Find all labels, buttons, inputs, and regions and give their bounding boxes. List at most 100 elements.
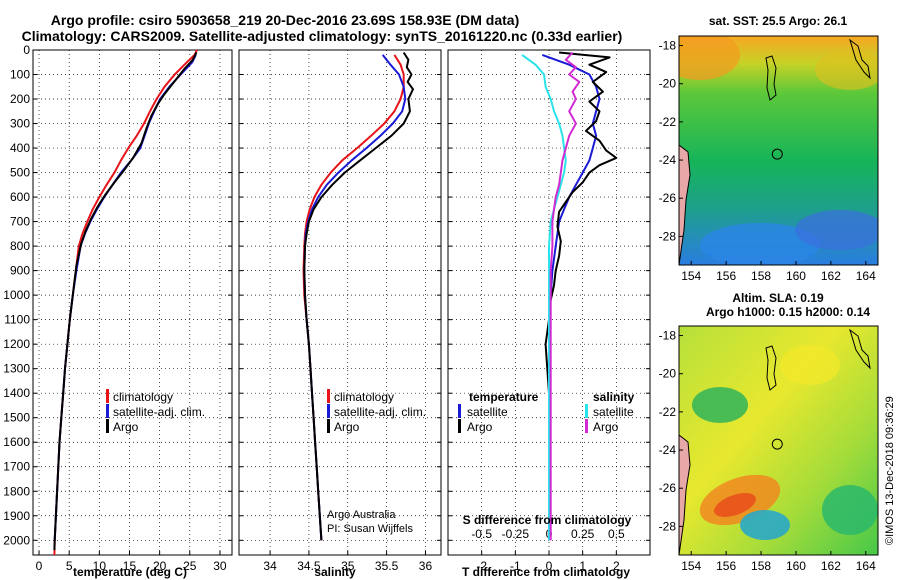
depth-tick-label: 2000	[3, 533, 30, 547]
x-tick-label: -2	[476, 559, 487, 573]
legend-climatology: climatology	[334, 390, 394, 404]
sla-land-outline	[679, 434, 691, 555]
sla-map-title2: Argo h1000: 0.15 h2000: 0.14	[706, 305, 870, 319]
sst-profile-marker	[771, 148, 783, 160]
imos-timestamp: ©IMOS 13-Dec-2018 09:36:29	[884, 396, 896, 545]
s-tick-label: 0.5	[608, 527, 625, 541]
salinity-panel-frame	[238, 49, 442, 556]
depth-tick-label: 1400	[3, 386, 30, 400]
island-outline	[765, 55, 777, 101]
legend-salinity-heading: salinity	[593, 390, 635, 404]
latitude-tick-label: -26	[659, 191, 677, 205]
sst-warm-patch	[815, 50, 878, 90]
depth-tick-label: 200	[10, 92, 30, 106]
credit-line1: Argo Australia	[327, 509, 396, 521]
sla-longitude-ticks: 154 156 158 160 162 164	[681, 551, 876, 573]
legend-t-argo: Argo	[467, 420, 493, 434]
series-line-climatology	[53, 49, 198, 556]
salinity-legend: climatology satellite-adj. clim. Argo	[327, 389, 426, 434]
figure-title-line2: Climatology: CARS2009. Satellite-adjuste…	[22, 28, 623, 44]
difference-x-ticks: -2 -1 0 1 2	[476, 559, 620, 573]
credit-line2: PI: Susan Wijffels	[327, 523, 413, 535]
s-tick-label: -0.5	[471, 527, 492, 541]
salinity-gridlines	[239, 49, 441, 555]
sst-latitude-ticks: -18 -20 -22 -24 -26 -28	[659, 39, 683, 243]
salinity-profile-panel: 34 34.5 35 35.5 36 salinity climatology sate…	[238, 49, 442, 579]
sst-land-outline	[679, 144, 691, 265]
latitude-tick-label: -28	[659, 519, 677, 533]
longitude-tick-label: 164	[856, 269, 876, 283]
longitude-tick-label: 164	[856, 559, 876, 573]
x-tick-label: 30	[213, 559, 227, 573]
x-tick-label: 5	[66, 559, 73, 573]
sst-longitude-ticks: 154 156 158 160 162 164	[681, 261, 876, 283]
sla-high-patch	[780, 345, 840, 385]
x-tick-label: 34	[263, 559, 277, 573]
series-line-salinity-satellite	[521, 54, 567, 541]
legend-climatology: climatology	[113, 390, 173, 404]
longitude-tick-label: 158	[751, 269, 771, 283]
difference-legend: temperature satellite Argo salinity sate…	[458, 390, 635, 434]
series-line-salinity-argo	[549, 51, 581, 541]
sst-cool-patch	[795, 210, 878, 250]
depth-tick-label: 800	[10, 239, 30, 253]
latitude-tick-label: -22	[659, 115, 677, 129]
latitude-tick-label: -20	[659, 367, 677, 381]
x-tick-label: 20	[153, 559, 167, 573]
salinity-x-ticks: 34 34.5 35 35.5 36	[263, 559, 432, 573]
depth-tick-label: 1500	[3, 411, 30, 425]
latitude-tick-label: -24	[659, 443, 677, 457]
latitude-tick-label: -24	[659, 153, 677, 167]
t-difference-label: T difference from climatology	[462, 565, 630, 579]
sla-profile-marker	[771, 438, 783, 450]
longitude-tick-label: 156	[716, 559, 736, 573]
x-tick-label: 25	[183, 559, 197, 573]
temperature-depth-ticks: 0 100 200 300 400 500 600 700 800 900 1000 1100 1200…	[3, 43, 30, 547]
legend-swatch-s-satellite	[585, 404, 588, 418]
depth-tick-label: 1900	[3, 509, 30, 523]
depth-tick-label: 1200	[3, 337, 30, 351]
legend-t-satellite: satellite	[467, 405, 508, 419]
temperature-panel-frame	[32, 49, 233, 556]
series-line-argo	[303, 51, 414, 541]
s-tick-label: -0.25	[502, 527, 530, 541]
legend-swatch-climatology	[106, 389, 109, 403]
sla-low-patch	[740, 510, 790, 540]
s-tick-label: 0.25	[571, 527, 595, 541]
s-difference-ticks: -0.5 -0.25 0 0.25 0.5	[471, 527, 625, 541]
temperature-series	[53, 49, 198, 556]
x-tick-label: -1	[510, 559, 521, 573]
longitude-tick-label: 162	[821, 269, 841, 283]
sla-low-patch	[822, 485, 878, 535]
sst-map-frame	[678, 35, 879, 266]
longitude-tick-label: 154	[681, 269, 701, 283]
sla-low-patch	[692, 387, 748, 423]
depth-tick-label: 400	[10, 141, 30, 155]
x-tick-label: 36	[419, 559, 433, 573]
sst-map-title: sat. SST: 25.5 Argo: 26.1	[709, 14, 848, 28]
longitude-tick-label: 156	[716, 269, 736, 283]
depth-tick-label: 0	[23, 43, 30, 57]
depth-tick-label: 1300	[3, 362, 30, 376]
legend-swatch-satellite	[106, 404, 109, 418]
sst-warm-patch	[679, 36, 740, 80]
difference-profile-panel: -2 -1 0 1 2 -0.5 -0.25 0 0.25 0.5 S difference f…	[447, 49, 651, 579]
series-line-satellite-adj-clim-	[53, 54, 197, 541]
longitude-tick-label: 154	[681, 559, 701, 573]
depth-tick-label: 500	[10, 166, 30, 180]
x-tick-label: 15	[123, 559, 137, 573]
sst-cool-patch	[700, 223, 820, 265]
depth-tick-label: 700	[10, 215, 30, 229]
depth-tick-label: 100	[10, 68, 30, 82]
island-outline	[765, 345, 777, 391]
x-tick-label: 10	[93, 559, 107, 573]
x-tick-label: 35.5	[375, 559, 399, 573]
x-tick-label: 0	[546, 559, 553, 573]
series-line-satellite-adj-clim-	[303, 54, 407, 541]
x-tick-label: 2	[613, 559, 620, 573]
legend-temperature-heading: temperature	[469, 390, 539, 404]
legend-argo: Argo	[334, 420, 360, 434]
depth-tick-label: 900	[10, 264, 30, 278]
sla-map-frame	[678, 325, 879, 556]
latitude-tick-label: -28	[659, 229, 677, 243]
